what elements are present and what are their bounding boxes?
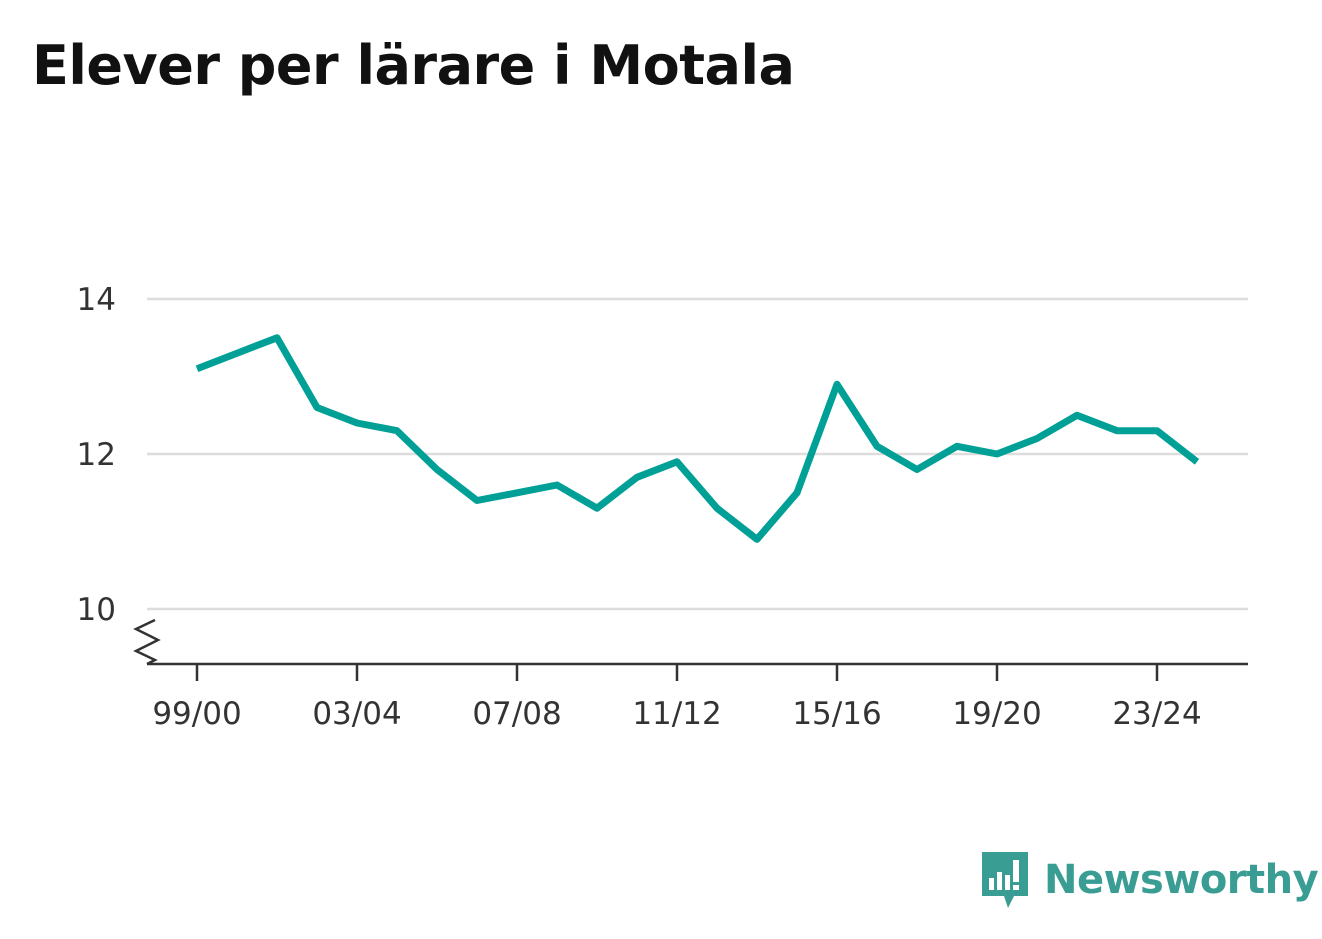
x-axis-ticks: 99/00 03/04 07/08 11/12 15/16 19/20 23/24 <box>152 664 1202 732</box>
x-tick-label: 03/04 <box>312 696 401 732</box>
series-group <box>195 334 1200 543</box>
x-tick-label: 99/00 <box>152 696 241 732</box>
y-tick-label: 14 <box>77 282 116 318</box>
logo-text: Newsworthy <box>1044 857 1319 903</box>
grid-lines <box>147 297 1248 611</box>
x-tick-label: 23/24 <box>1112 696 1201 732</box>
y-axis-ticks: 10 12 14 <box>77 282 116 628</box>
x-tick-label: 19/20 <box>952 696 1041 732</box>
chart-title: Elever per lärare i Motala <box>32 34 795 97</box>
y-axis-break-icon <box>133 618 161 666</box>
y-tick-label: 10 <box>77 592 116 628</box>
y-tick-label: 12 <box>77 437 116 473</box>
newsworthy-bar-chart-icon <box>982 852 1028 908</box>
newsworthy-logo: Newsworthy <box>980 850 1319 910</box>
x-tick-label: 07/08 <box>472 696 561 732</box>
x-tick-label: 11/12 <box>632 696 721 732</box>
x-tick-label: 15/16 <box>792 696 881 732</box>
series-line <box>195 334 1200 543</box>
